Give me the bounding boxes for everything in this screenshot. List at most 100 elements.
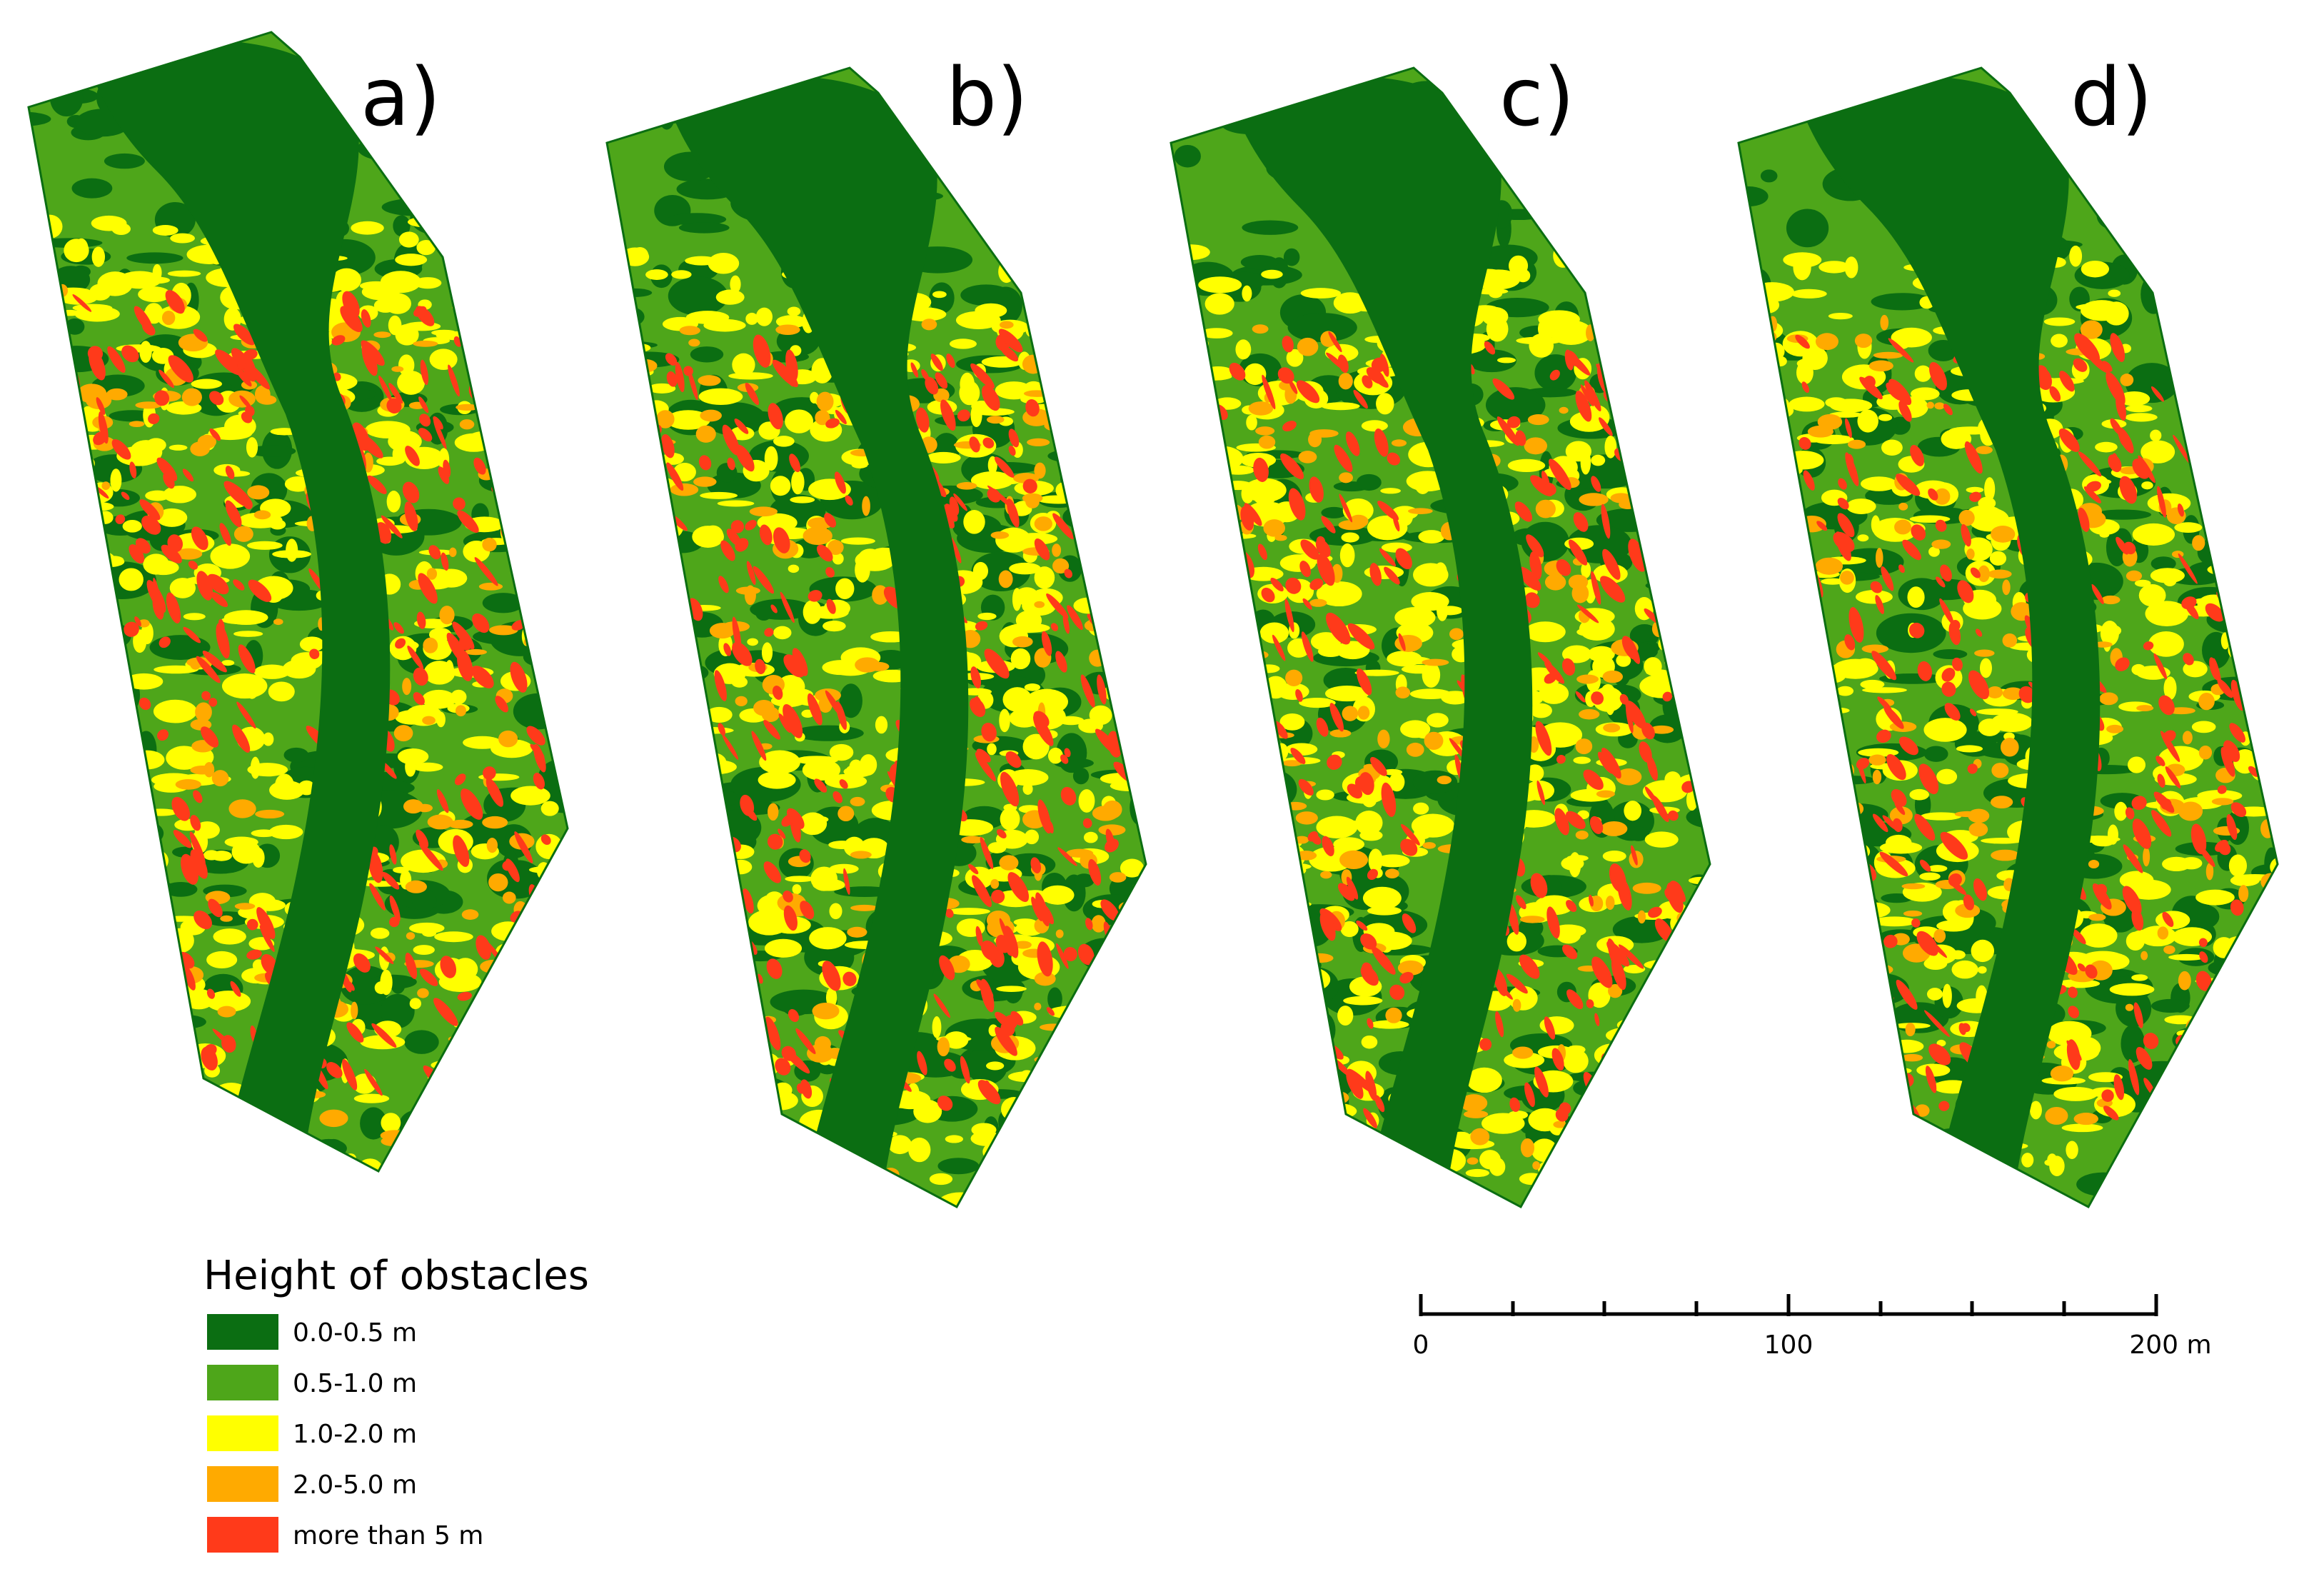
tree-streak xyxy=(191,526,208,551)
mid-vegetation-patch xyxy=(588,827,605,834)
low-vegetation-patch xyxy=(1651,255,1710,277)
tree-streak xyxy=(1244,796,1254,812)
tree-streak xyxy=(225,466,235,479)
tree-streak xyxy=(1261,786,1275,801)
tree-streak xyxy=(51,678,67,699)
low-vegetation-patch xyxy=(1635,997,1670,1036)
mid-vegetation-patch xyxy=(1171,540,1186,558)
mid-vegetation-patch xyxy=(708,1162,720,1178)
low-vegetation-patch xyxy=(29,597,35,610)
low-vegetation-patch xyxy=(552,941,568,958)
tree-streak xyxy=(1514,501,1533,522)
tree-streak xyxy=(910,362,919,378)
low-vegetation-patch xyxy=(1643,1183,1691,1207)
tall-vegetation-patch xyxy=(2245,1150,2272,1167)
mid-vegetation-patch xyxy=(607,896,620,905)
mid-vegetation-patch xyxy=(1754,810,1769,818)
tree-streak xyxy=(780,591,795,623)
tree-streak xyxy=(2184,343,2195,354)
mid-vegetation-patch xyxy=(1102,641,1112,649)
mid-vegetation-patch xyxy=(929,1173,953,1185)
mid-vegetation-patch xyxy=(1324,1150,1345,1172)
tree-streak xyxy=(987,488,1001,503)
tall-vegetation-patch xyxy=(1338,520,1365,531)
low-vegetation-patch xyxy=(971,551,1031,591)
low-vegetation-patch xyxy=(617,766,634,794)
mid-vegetation-patch xyxy=(755,307,773,326)
tree-streak xyxy=(632,557,651,578)
mid-vegetation-patch xyxy=(1240,1028,1282,1040)
mid-vegetation-patch xyxy=(1706,1023,1710,1036)
tall-vegetation-patch xyxy=(1309,598,1327,607)
tree-streak xyxy=(1671,436,1688,459)
mid-vegetation-patch xyxy=(2126,879,2171,900)
tall-vegetation-patch xyxy=(850,851,872,859)
low-vegetation-patch xyxy=(2190,261,2245,299)
low-vegetation-patch xyxy=(2167,98,2205,114)
mid-vegetation-patch xyxy=(2216,1079,2260,1091)
tree-streak xyxy=(1309,578,1324,591)
mid-vegetation-patch xyxy=(81,862,126,886)
tree-streak xyxy=(353,953,371,973)
mid-vegetation-patch xyxy=(68,873,79,886)
tree-streak xyxy=(1919,859,1931,872)
tree-streak xyxy=(643,866,658,891)
tree-streak xyxy=(154,390,170,406)
mid-vegetation-patch xyxy=(1239,1005,1249,1017)
mid-vegetation-patch xyxy=(1966,486,1984,493)
low-vegetation-patch xyxy=(104,153,145,169)
tall-vegetation-patch xyxy=(2201,486,2230,498)
mid-vegetation-patch xyxy=(82,736,110,743)
mid-vegetation-patch xyxy=(616,853,639,868)
mid-vegetation-patch xyxy=(1024,683,1041,691)
tall-vegetation-patch xyxy=(2258,344,2278,352)
mid-vegetation-patch xyxy=(607,328,613,344)
tree-streak xyxy=(1056,943,1069,969)
mid-vegetation-patch xyxy=(1756,348,1771,359)
mid-vegetation-patch xyxy=(1573,256,1592,266)
low-vegetation-patch xyxy=(393,215,411,237)
low-vegetation-patch xyxy=(1833,846,1858,868)
tall-vegetation-patch xyxy=(2080,320,2103,339)
mid-vegetation-patch xyxy=(80,906,124,925)
tree-streak xyxy=(1589,894,1594,907)
tree-streak xyxy=(182,468,194,482)
low-vegetation-patch xyxy=(1135,286,1146,314)
mid-vegetation-patch xyxy=(1597,1073,1627,1098)
tall-vegetation-patch xyxy=(351,1001,358,1020)
tall-vegetation-patch xyxy=(1674,1147,1686,1155)
tree-streak xyxy=(1788,827,1801,844)
tall-vegetation-patch xyxy=(2099,692,2118,706)
mid-vegetation-patch xyxy=(1739,813,1778,833)
mid-vegetation-patch xyxy=(1044,305,1066,314)
tree-streak xyxy=(683,366,693,376)
tree-streak xyxy=(1290,748,1306,764)
low-vegetation-patch xyxy=(1676,149,1698,167)
tall-vegetation-patch xyxy=(1881,1014,1890,1029)
tree-streak xyxy=(722,424,740,456)
mid-vegetation-patch xyxy=(1099,408,1130,421)
tall-vegetation-patch xyxy=(1926,1168,1948,1184)
mid-vegetation-patch xyxy=(947,908,990,916)
mid-vegetation-patch xyxy=(729,859,753,875)
low-vegetation-patch xyxy=(442,1122,506,1153)
tree-streak xyxy=(982,385,1000,411)
tree-streak xyxy=(1753,762,1765,785)
mid-vegetation-patch xyxy=(630,693,667,701)
mid-vegetation-patch xyxy=(119,831,157,842)
mid-vegetation-patch xyxy=(1739,979,1760,1000)
mid-vegetation-patch xyxy=(29,690,52,705)
mid-vegetation-patch xyxy=(944,1031,969,1049)
mid-vegetation-patch xyxy=(1601,251,1618,266)
mid-vegetation-patch xyxy=(1188,649,1232,672)
mid-vegetation-patch xyxy=(124,1054,157,1075)
low-vegetation-patch xyxy=(1279,1133,1302,1170)
mid-vegetation-patch xyxy=(110,468,122,492)
low-vegetation-patch xyxy=(2234,633,2267,668)
low-vegetation-patch xyxy=(2265,618,2278,650)
mid-vegetation-patch xyxy=(1210,552,1228,578)
mid-vegetation-patch xyxy=(1286,349,1304,367)
tree-streak xyxy=(1586,999,1594,1008)
mid-vegetation-patch xyxy=(373,298,397,313)
tall-vegetation-patch xyxy=(1875,965,1893,975)
